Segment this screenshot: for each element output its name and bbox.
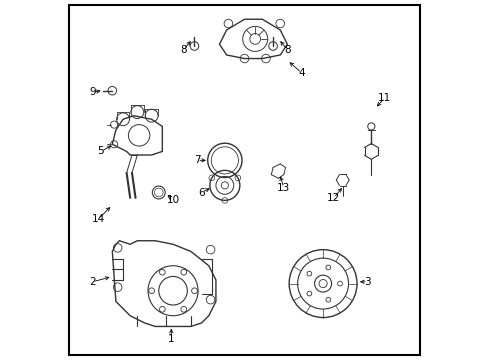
Text: 12: 12 <box>326 193 340 203</box>
Text: 11: 11 <box>378 93 391 103</box>
Text: 8: 8 <box>180 45 187 55</box>
Text: 2: 2 <box>89 277 96 287</box>
Text: 4: 4 <box>298 68 305 78</box>
Text: 7: 7 <box>194 156 200 165</box>
Text: 6: 6 <box>198 188 204 198</box>
Text: 5: 5 <box>98 147 104 157</box>
Text: 9: 9 <box>89 87 96 98</box>
Text: 3: 3 <box>364 277 370 287</box>
Text: 8: 8 <box>284 45 290 55</box>
Text: 13: 13 <box>277 183 290 193</box>
Text: 1: 1 <box>167 334 174 344</box>
Text: 10: 10 <box>166 195 179 204</box>
Text: 14: 14 <box>91 214 104 224</box>
